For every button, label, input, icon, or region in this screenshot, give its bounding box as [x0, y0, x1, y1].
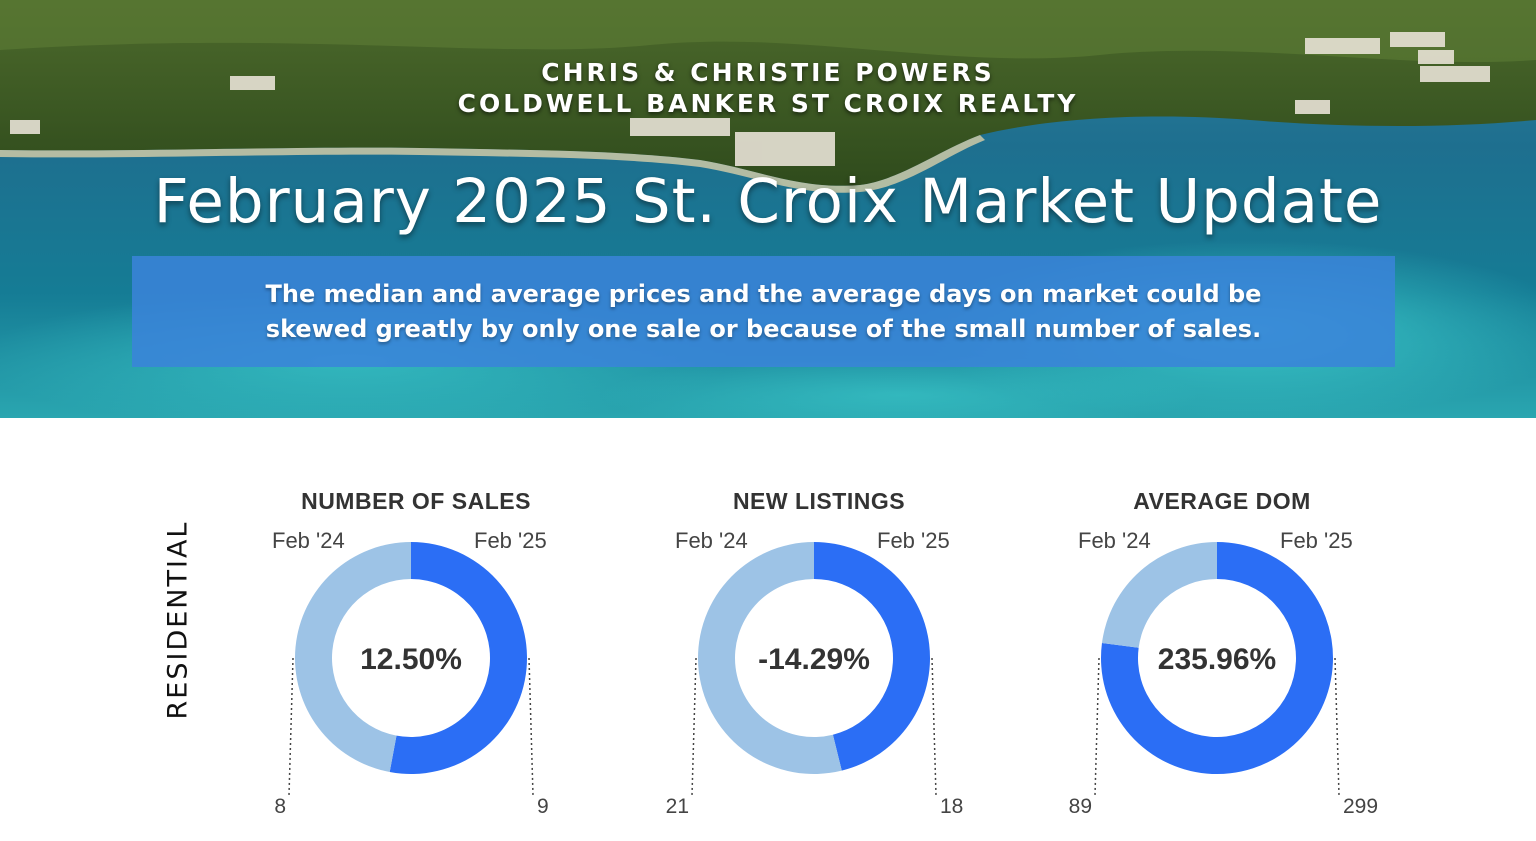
- brokerage-name: COLDWELL BANKER ST CROIX REALTY: [457, 89, 1079, 118]
- disclaimer-text: The median and average prices and the av…: [265, 279, 1262, 343]
- leader-line-current: [931, 657, 937, 796]
- leader-line-previous: [691, 657, 697, 796]
- chart-title: NUMBER OF SALES: [301, 488, 531, 514]
- donut-chart: 12.50% 8 9: [274, 542, 549, 818]
- leader-line-current: [528, 657, 534, 796]
- leader-line-previous: [288, 657, 294, 796]
- slice-previous: [1101, 542, 1217, 648]
- previous-period-label: Feb '24: [272, 528, 345, 553]
- current-value-label: 9: [537, 795, 549, 818]
- current-value-label: 299: [1343, 795, 1378, 818]
- disclaimer-banner: The median and average prices and the av…: [132, 256, 1395, 367]
- new-listings-chart: NEW LISTINGS Feb '24 Feb '25 -14.29% 21 18: [639, 480, 999, 830]
- page-title: February 2025 St. Croix Market Update: [153, 166, 1383, 237]
- center-percent-label: 235.96%: [1158, 643, 1276, 676]
- center-percent-label: 12.50%: [360, 643, 462, 676]
- previous-value-label: 8: [274, 795, 286, 818]
- previous-period-label: Feb '24: [675, 528, 748, 553]
- slice-current: [1101, 542, 1333, 774]
- slice-current: [814, 542, 930, 771]
- previous-value-label: 89: [1069, 795, 1092, 818]
- slice-previous: [294, 542, 411, 773]
- current-period-label: Feb '25: [877, 528, 950, 553]
- leader-line-current: [1334, 657, 1340, 796]
- chart-title: NEW LISTINGS: [732, 488, 906, 514]
- leader-line-previous: [1094, 657, 1100, 796]
- current-period-label: Feb '25: [1280, 528, 1353, 553]
- donut-chart: -14.29% 21 18: [666, 542, 963, 818]
- hero-banner: CHRIS & CHRISTIE POWERS COLDWELL BANKER …: [0, 0, 1536, 418]
- number-of-sales-chart: NUMBER OF SALES Feb '24 Feb '25 12.50% 8 9: [236, 480, 596, 830]
- slice-previous: [698, 542, 842, 774]
- current-value-label: 18: [940, 795, 963, 818]
- section-label-text: RESIDENTIAL: [162, 520, 194, 720]
- previous-period-label: Feb '24: [1078, 528, 1151, 553]
- current-period-label: Feb '25: [474, 528, 547, 553]
- center-percent-label: -14.29%: [758, 643, 870, 676]
- previous-value-label: 21: [666, 795, 689, 818]
- agent-name: CHRIS & CHRISTIE POWERS: [541, 58, 995, 87]
- donut-chart: 235.96% 89 299: [1069, 542, 1378, 818]
- slice-current: [389, 542, 527, 774]
- average-dom-chart: AVERAGE DOM Feb '24 Feb '25 235.96% 89 299: [1042, 480, 1402, 830]
- chart-title: AVERAGE DOM: [1133, 488, 1311, 514]
